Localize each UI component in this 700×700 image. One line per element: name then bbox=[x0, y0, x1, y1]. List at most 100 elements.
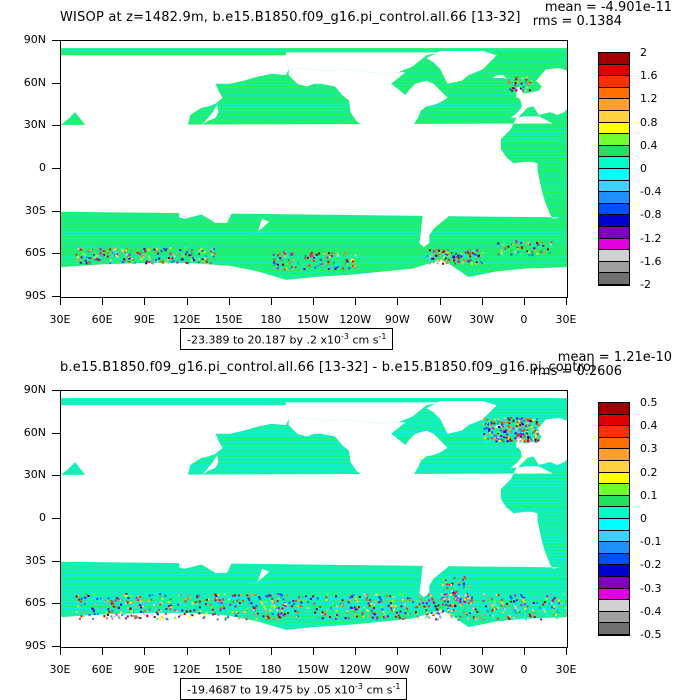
field-speckle bbox=[523, 419, 525, 422]
field-speckle bbox=[472, 607, 475, 610]
field-speckle bbox=[413, 594, 416, 597]
field-speckle bbox=[506, 602, 509, 605]
range-exponent: -3 bbox=[354, 682, 363, 691]
field-speckle bbox=[172, 253, 174, 256]
field-speckle bbox=[446, 259, 448, 262]
contour-range-label: -23.389 to 20.187 by .2 x10-3 cm s-1 bbox=[180, 328, 394, 350]
longitude-tick bbox=[481, 297, 483, 305]
field-speckle bbox=[116, 257, 119, 260]
field-speckle bbox=[409, 606, 412, 609]
colorbar-swatch bbox=[599, 611, 629, 624]
field-speckle bbox=[373, 607, 376, 610]
field-speckle bbox=[395, 614, 398, 617]
field-speckle bbox=[124, 594, 127, 597]
field-speckle bbox=[233, 605, 236, 608]
land-s_america bbox=[412, 153, 476, 248]
longitude-tick-label: 90E bbox=[133, 313, 155, 326]
field-speckle bbox=[254, 613, 257, 616]
field-speckle bbox=[259, 598, 262, 600]
field-speckle bbox=[393, 604, 396, 607]
field-speckle bbox=[218, 602, 221, 605]
field-speckle bbox=[113, 615, 116, 618]
field-speckle bbox=[516, 243, 519, 246]
field-speckle bbox=[85, 594, 88, 597]
field-speckle bbox=[503, 424, 506, 427]
field-speckle bbox=[251, 607, 254, 610]
field-speckle bbox=[210, 250, 213, 253]
colorbar-swatch bbox=[599, 226, 629, 239]
field-speckle bbox=[201, 258, 204, 261]
field-speckle bbox=[532, 418, 535, 421]
field-speckle bbox=[491, 437, 494, 440]
field-speckle bbox=[527, 242, 530, 245]
field-speckle bbox=[514, 607, 517, 609]
land-madagascar bbox=[80, 186, 90, 205]
field-speckle bbox=[513, 87, 516, 90]
field-speckle bbox=[279, 257, 282, 260]
field-speckle bbox=[321, 611, 324, 614]
field-speckle bbox=[555, 617, 558, 620]
field-speckle bbox=[488, 430, 491, 432]
field-speckle bbox=[523, 429, 525, 431]
field-speckle bbox=[492, 614, 495, 617]
field-speckle bbox=[484, 437, 487, 439]
field-speckle bbox=[502, 243, 505, 246]
field-speckle bbox=[414, 611, 417, 614]
field-speckle bbox=[428, 593, 430, 596]
field-speckle bbox=[445, 605, 448, 608]
field-speckle bbox=[475, 262, 478, 265]
longitude-tick-label: 0 bbox=[520, 663, 528, 676]
field-speckle bbox=[283, 267, 286, 270]
field-speckle bbox=[334, 266, 337, 269]
field-speckle bbox=[455, 256, 458, 258]
field-speckle bbox=[553, 613, 556, 616]
field-speckle bbox=[241, 616, 244, 619]
field-speckle bbox=[449, 604, 452, 607]
longitude-tick bbox=[397, 297, 399, 305]
field-speckle bbox=[460, 255, 463, 258]
field-speckle bbox=[190, 249, 193, 252]
field-band bbox=[61, 399, 567, 401]
field-speckle bbox=[137, 254, 140, 257]
field-speckle bbox=[516, 248, 519, 250]
field-speckle bbox=[211, 608, 214, 611]
field-speckle bbox=[339, 605, 342, 608]
field-speckle bbox=[539, 246, 542, 249]
field-speckle bbox=[506, 426, 509, 429]
land-africa_me bbox=[61, 405, 289, 518]
field-speckle bbox=[271, 601, 274, 604]
field-speckle bbox=[467, 262, 470, 265]
field-speckle bbox=[296, 615, 299, 618]
field-speckle bbox=[186, 262, 189, 264]
field-speckle bbox=[538, 606, 541, 609]
field-speckle bbox=[552, 599, 555, 601]
field-speckle bbox=[430, 254, 433, 257]
field-speckle bbox=[89, 257, 92, 259]
field-speckle bbox=[332, 614, 335, 617]
field-speckle bbox=[263, 596, 266, 599]
field-speckle bbox=[131, 260, 134, 262]
field-speckle bbox=[182, 255, 185, 258]
field-speckle bbox=[543, 601, 546, 604]
field-speckle bbox=[201, 250, 204, 253]
field-speckle bbox=[156, 247, 159, 250]
field-speckle bbox=[317, 614, 319, 617]
longitude-tick bbox=[313, 647, 314, 655]
range-unit-exponent: -1 bbox=[378, 332, 387, 341]
field-speckle bbox=[521, 423, 524, 426]
field-speckle bbox=[197, 261, 200, 264]
field-speckle bbox=[528, 89, 531, 92]
longitude-tick-label: 150W bbox=[297, 313, 329, 326]
field-speckle bbox=[432, 612, 435, 615]
field-speckle bbox=[155, 258, 158, 261]
field-speckle bbox=[531, 428, 534, 431]
contour-range-label: -19.4687 to 19.475 by .05 x10-3 cm s-1 bbox=[180, 678, 408, 700]
field-speckle bbox=[447, 611, 450, 614]
field-speckle bbox=[502, 253, 504, 256]
longitude-tick bbox=[102, 647, 104, 655]
field-speckle bbox=[457, 581, 460, 584]
field-speckle bbox=[236, 599, 239, 602]
colorbar-swatch bbox=[599, 110, 629, 123]
field-band bbox=[61, 568, 567, 570]
field-speckle bbox=[565, 613, 567, 616]
